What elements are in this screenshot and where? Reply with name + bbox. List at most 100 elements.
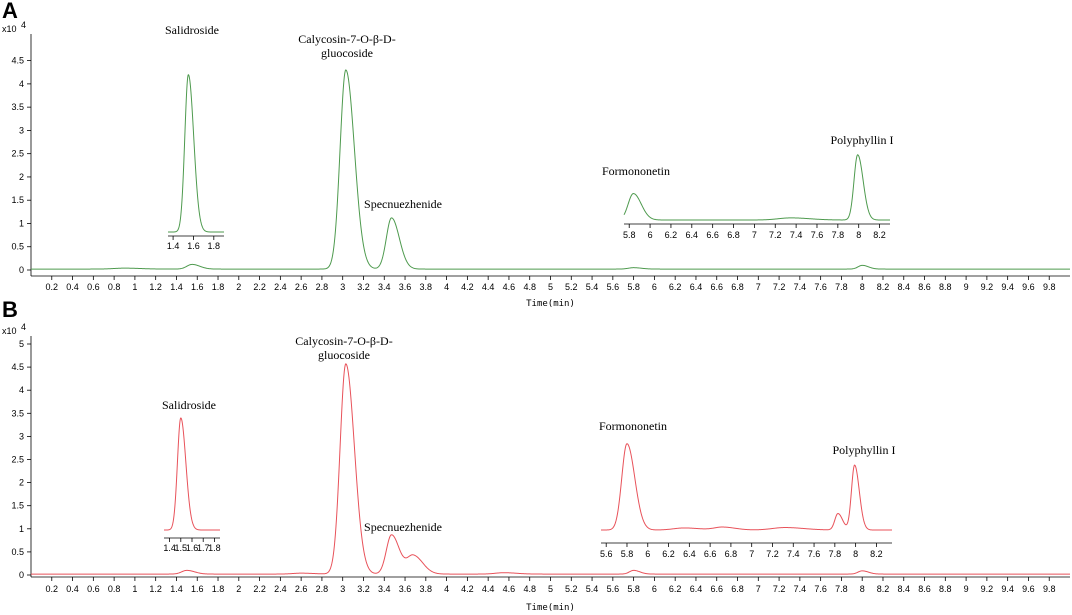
inset-trace <box>168 74 224 233</box>
inset-x-tick-label: 1.7 <box>197 543 210 553</box>
x-tick-label: 0.8 <box>108 282 121 292</box>
x-tick-label: 3 <box>340 584 345 594</box>
x-tick-label: 7 <box>756 584 761 594</box>
x-tick-label: 1.8 <box>212 282 225 292</box>
x-tick-label: 6.2 <box>669 282 682 292</box>
inset-x-tick-label: 6.6 <box>706 230 719 240</box>
chromatogram-trace <box>31 69 1070 270</box>
inset-x-tick-label: 8.2 <box>873 230 886 240</box>
peak-annotation: Calycosin-7-O-β-D- <box>298 32 395 46</box>
x-tick-label: 9.4 <box>1001 584 1014 594</box>
inset-x-tick-label: 6.6 <box>704 549 717 559</box>
y-tick-label: 0 <box>19 265 24 275</box>
inset-x-tick-label: 1.6 <box>187 241 200 251</box>
y-tick-label: 4.5 <box>11 56 24 66</box>
x-tick-label: 0.4 <box>66 282 79 292</box>
x-tick-label: 8.6 <box>918 282 931 292</box>
x-tick-label: 6.4 <box>690 584 703 594</box>
x-tick-label: 1.4 <box>170 282 183 292</box>
inset-x-tick-label: 7 <box>749 549 754 559</box>
x-tick-label: 3.6 <box>399 282 412 292</box>
inset-x-tick-label: 1.6 <box>186 543 199 553</box>
x-tick-label: 8.4 <box>898 584 911 594</box>
y-tick-label: 3.5 <box>11 102 24 112</box>
inset-x-tick-label: 7.4 <box>787 549 800 559</box>
y-tick-label: 4 <box>19 79 24 89</box>
x-tick-label: 7 <box>756 282 761 292</box>
x-tick-label: 7.2 <box>773 584 786 594</box>
inset-x-tick-label: 6.8 <box>725 549 738 559</box>
y-tick-label: 3 <box>19 125 24 135</box>
chromatogram-trace <box>31 363 1070 575</box>
peak-annotation: gluocoside <box>318 348 370 362</box>
x-tick-label: 0.8 <box>108 584 121 594</box>
x-tick-label: 5.6 <box>607 584 620 594</box>
x-tick-label: 7.2 <box>773 282 786 292</box>
y-tick-label: 0.5 <box>11 242 24 252</box>
x-tick-label: 8.8 <box>939 282 952 292</box>
inset-peak-label: Salidroside <box>165 23 219 37</box>
x-tick-label: 3 <box>340 282 345 292</box>
inset-x-tick-label: 7.6 <box>811 230 824 240</box>
y-tick-label: 1.5 <box>11 501 24 511</box>
inset-x-tick-label: 5.8 <box>623 230 636 240</box>
inset-x-tick-label: 8.2 <box>870 549 883 559</box>
x-tick-label: 4 <box>444 282 449 292</box>
x-tick-label: 3.4 <box>378 584 391 594</box>
x-tick-label: 9.6 <box>1022 584 1035 594</box>
y-tick-label: 3.5 <box>11 408 24 418</box>
x-tick-label: 3.2 <box>357 584 370 594</box>
x-tick-label: 6.6 <box>710 282 723 292</box>
inset-x-tick-label: 6.2 <box>665 230 678 240</box>
x-tick-label: 8.2 <box>877 584 890 594</box>
inset-trace <box>164 417 220 531</box>
x-tick-label: 2.4 <box>274 584 287 594</box>
y-tick-label: 2 <box>19 172 24 182</box>
y-tick-label: 2 <box>19 478 24 488</box>
y-tick-label: 4.5 <box>11 362 24 372</box>
x-tick-label: 5.8 <box>627 282 640 292</box>
y-tick-label: 2.5 <box>11 149 24 159</box>
x-tick-label: 9.2 <box>981 584 994 594</box>
x-tick-label: 4.4 <box>482 282 495 292</box>
x-tick-label: 9.6 <box>1022 282 1035 292</box>
x-tick-label: 6.8 <box>731 282 744 292</box>
peak-annotation: Calycosin-7-O-β-D- <box>295 334 392 348</box>
inset-x-tick-label: 7.4 <box>790 230 803 240</box>
x-tick-label: 1.6 <box>191 584 204 594</box>
x-tick-label: 1.8 <box>212 584 225 594</box>
y-scale-label: x10 <box>2 326 17 336</box>
inset-x-tick-label: 6.8 <box>727 230 740 240</box>
x-tick-label: 9.2 <box>981 282 994 292</box>
inset-x-tick-label: 7.2 <box>766 549 779 559</box>
y-tick-label: 0.5 <box>11 547 24 557</box>
x-tick-label: 6.6 <box>710 584 723 594</box>
panel-letter: A <box>2 0 18 23</box>
y-scale-label: x10 <box>2 24 17 34</box>
panel-letter: B <box>2 297 18 322</box>
x-tick-label: 5.6 <box>607 282 620 292</box>
inset-x-tick-label: 1.4 <box>163 543 176 553</box>
x-tick-label: 3.8 <box>420 584 433 594</box>
inset-peak-label: Polyphyllin I <box>832 443 895 457</box>
x-tick-label: 5.2 <box>565 584 578 594</box>
x-tick-label: 7.4 <box>794 282 807 292</box>
x-tick-label: 0.2 <box>46 282 59 292</box>
x-tick-label: 5.4 <box>586 584 599 594</box>
x-tick-label: 1.6 <box>191 282 204 292</box>
x-tick-label: 7.8 <box>835 584 848 594</box>
x-tick-label: 5.8 <box>627 584 640 594</box>
x-tick-label: 5.4 <box>586 282 599 292</box>
x-tick-label: 2.2 <box>253 282 266 292</box>
x-tick-label: 9 <box>964 282 969 292</box>
inset-x-tick-label: 7 <box>752 230 757 240</box>
x-tick-label: 5 <box>548 282 553 292</box>
x-tick-label: 4.8 <box>523 282 536 292</box>
inset-trace <box>623 154 890 221</box>
x-tick-label: 6 <box>652 282 657 292</box>
inset-x-tick-label: 1.5 <box>175 543 188 553</box>
x-tick-label: 3.8 <box>420 282 433 292</box>
y-tick-label: 4 <box>19 385 24 395</box>
